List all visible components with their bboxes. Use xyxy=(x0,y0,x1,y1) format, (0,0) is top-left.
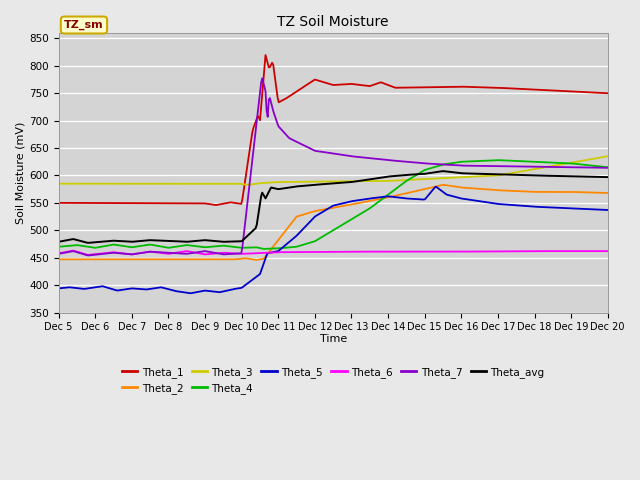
Theta_6 xyxy=(507,249,515,254)
Theta_3 xyxy=(320,179,328,184)
Theta_avg xyxy=(439,168,447,174)
Theta_2 xyxy=(439,182,447,188)
Theta_5 xyxy=(432,184,440,190)
Theta_2 xyxy=(507,188,515,194)
Theta_7 xyxy=(604,165,612,171)
Theta_3 xyxy=(604,154,612,159)
Title: TZ Soil Moisture: TZ Soil Moisture xyxy=(278,15,389,29)
Theta_1 xyxy=(55,200,63,206)
Theta_7 xyxy=(55,251,63,257)
Theta_4 xyxy=(507,158,515,164)
Theta_3 xyxy=(506,170,514,176)
Theta_6 xyxy=(84,252,92,258)
Line: Theta_5: Theta_5 xyxy=(59,187,608,293)
Theta_2 xyxy=(604,190,612,196)
Theta_7 xyxy=(259,75,266,81)
Theta_7 xyxy=(354,154,362,160)
Line: Theta_1: Theta_1 xyxy=(59,55,608,205)
Theta_7 xyxy=(318,149,326,155)
Theta_avg xyxy=(507,172,515,178)
Theta_7 xyxy=(384,157,392,163)
Theta_3 xyxy=(353,179,361,184)
Theta_1 xyxy=(318,79,326,84)
Theta_6 xyxy=(354,249,362,254)
X-axis label: Time: Time xyxy=(319,334,347,344)
Theta_1 xyxy=(384,82,392,88)
Theta_6 xyxy=(69,248,77,253)
Theta_2 xyxy=(317,207,324,213)
Line: Theta_4: Theta_4 xyxy=(59,160,608,249)
Theta_5 xyxy=(317,210,324,216)
Theta_5 xyxy=(320,208,328,214)
Theta_avg xyxy=(353,179,361,184)
Theta_2 xyxy=(383,195,390,201)
Theta_5 xyxy=(383,193,390,199)
Theta_4 xyxy=(320,233,328,239)
Theta_avg xyxy=(383,174,390,180)
Theta_5 xyxy=(593,206,600,212)
Theta_1 xyxy=(604,90,612,96)
Theta_avg xyxy=(317,181,324,187)
Theta_4 xyxy=(317,235,324,241)
Theta_7 xyxy=(593,165,600,170)
Theta_5 xyxy=(55,286,63,291)
Theta_avg xyxy=(593,174,600,180)
Theta_6 xyxy=(318,249,326,255)
Theta_2 xyxy=(320,206,328,212)
Theta_2 xyxy=(55,256,63,262)
Line: Theta_2: Theta_2 xyxy=(59,185,608,260)
Theta_4 xyxy=(604,164,612,170)
Line: Theta_3: Theta_3 xyxy=(59,156,608,185)
Theta_3 xyxy=(592,156,600,161)
Theta_1 xyxy=(593,90,600,96)
Theta_4 xyxy=(55,244,63,250)
Theta_5 xyxy=(353,198,361,204)
Theta_3 xyxy=(317,179,324,184)
Theta_2 xyxy=(253,257,260,263)
Theta_3 xyxy=(245,182,253,188)
Theta_avg xyxy=(55,239,63,245)
Theta_4 xyxy=(260,246,268,252)
Theta_avg xyxy=(604,174,612,180)
Theta_4 xyxy=(593,163,600,169)
Theta_1 xyxy=(262,52,269,58)
Theta_7 xyxy=(84,252,92,258)
Theta_7 xyxy=(507,164,515,169)
Theta_6 xyxy=(384,249,392,254)
Theta_5 xyxy=(187,290,195,296)
Theta_1 xyxy=(507,85,515,91)
Theta_4 xyxy=(353,213,361,219)
Theta_4 xyxy=(494,157,502,163)
Theta_2 xyxy=(353,201,361,206)
Line: Theta_7: Theta_7 xyxy=(59,78,608,255)
Theta_6 xyxy=(55,251,63,256)
Theta_1 xyxy=(321,80,329,85)
Line: Theta_6: Theta_6 xyxy=(59,251,608,255)
Theta_5 xyxy=(507,202,515,208)
Theta_7 xyxy=(321,149,329,155)
Theta_avg xyxy=(84,240,92,246)
Theta_6 xyxy=(604,248,612,254)
Theta_5 xyxy=(604,207,612,213)
Theta_3 xyxy=(55,181,63,187)
Text: TZ_sm: TZ_sm xyxy=(64,20,104,30)
Theta_6 xyxy=(321,249,329,255)
Y-axis label: Soil Moisture (mV): Soil Moisture (mV) xyxy=(15,121,25,224)
Legend: Theta_1, Theta_2, Theta_3, Theta_4, Theta_5, Theta_6, Theta_7, Theta_avg: Theta_1, Theta_2, Theta_3, Theta_4, Thet… xyxy=(118,362,548,398)
Theta_1 xyxy=(354,82,362,87)
Theta_1 xyxy=(212,202,220,208)
Theta_3 xyxy=(383,178,390,184)
Theta_avg xyxy=(320,181,328,187)
Theta_6 xyxy=(593,248,600,254)
Theta_2 xyxy=(593,190,600,195)
Line: Theta_avg: Theta_avg xyxy=(59,171,608,243)
Theta_4 xyxy=(383,193,390,199)
